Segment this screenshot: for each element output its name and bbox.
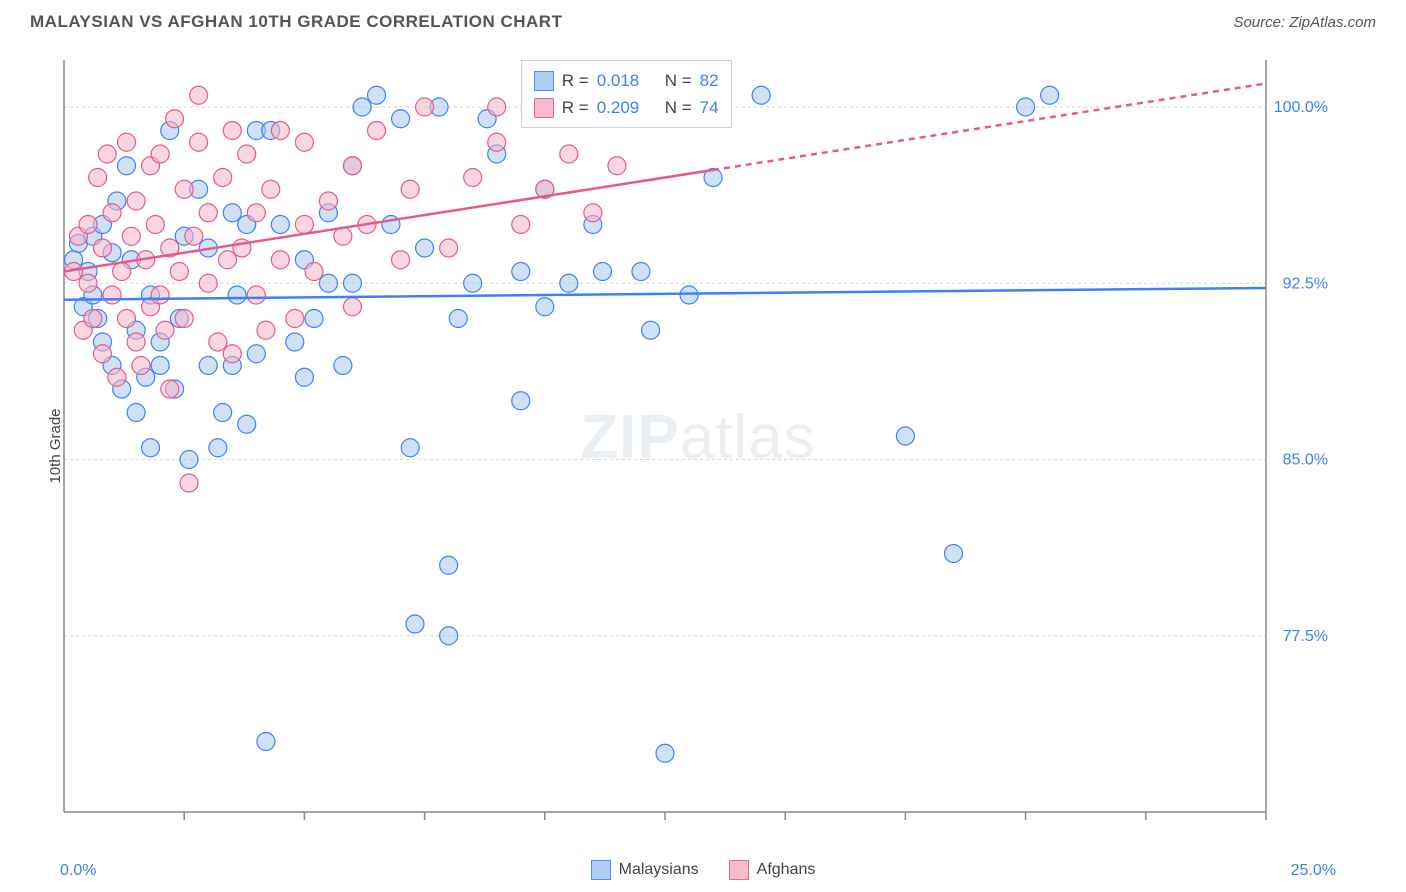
stats-row-malaysians: R = 0.018 N = 82 <box>534 67 719 94</box>
legend-swatch-malaysians <box>591 860 611 880</box>
chart-source: Source: ZipAtlas.com <box>1233 14 1376 31</box>
stats-legend-box: R = 0.018 N = 82 R = 0.209 N = 74 <box>521 60 732 128</box>
plot-area: 77.5% 85.0% 92.5% 100.0% ZIPatlas R = 0.018… <box>60 50 1336 832</box>
watermark: ZIPatlas <box>580 402 815 473</box>
legend-item-afghans: Afghans <box>729 860 816 880</box>
bottom-legend: Malaysians Afghans <box>0 860 1406 880</box>
swatch-malaysians <box>534 71 554 91</box>
svg-text:92.5%: 92.5% <box>1283 275 1328 292</box>
svg-text:77.5%: 77.5% <box>1283 628 1328 645</box>
stats-row-afghans: R = 0.209 N = 74 <box>534 94 719 121</box>
legend-item-malaysians: Malaysians <box>591 860 699 880</box>
svg-text:85.0%: 85.0% <box>1283 452 1328 469</box>
legend-swatch-afghans <box>729 860 749 880</box>
svg-text:100.0%: 100.0% <box>1274 99 1328 116</box>
chart-title: MALAYSIAN VS AFGHAN 10TH GRADE CORRELATI… <box>30 12 562 32</box>
swatch-afghans <box>534 98 554 118</box>
chart-header: MALAYSIAN VS AFGHAN 10TH GRADE CORRELATI… <box>0 0 1406 40</box>
